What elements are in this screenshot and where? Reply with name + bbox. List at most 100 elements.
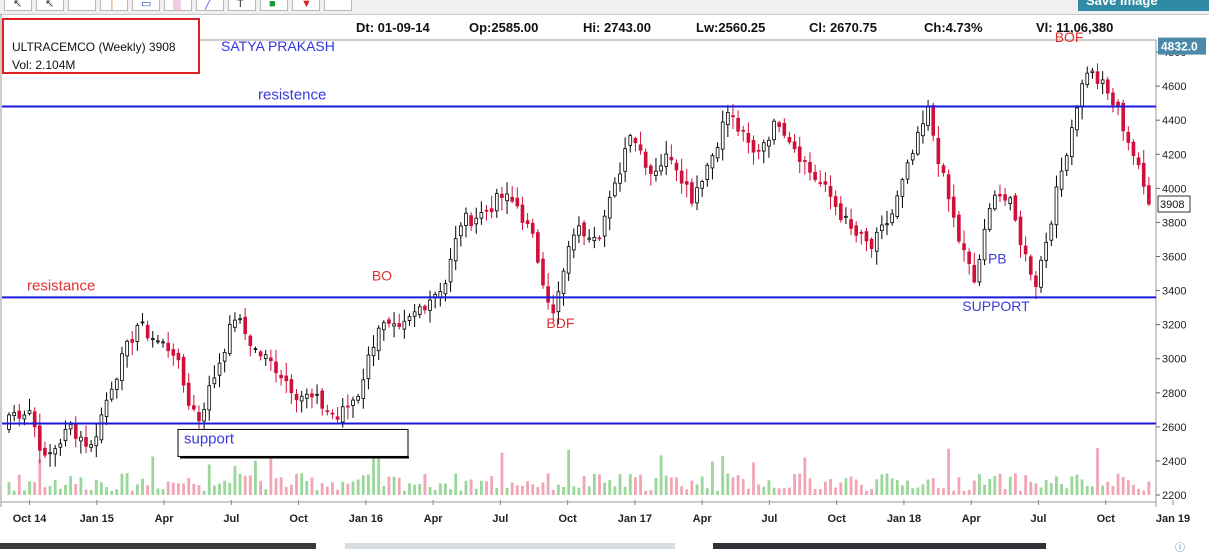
candle-body xyxy=(782,122,787,136)
candle xyxy=(392,312,396,338)
volume-bar xyxy=(474,488,478,495)
candle xyxy=(361,368,366,409)
toolbar-pencil-line-button[interactable]: ↖ xyxy=(36,0,64,11)
candle-body xyxy=(859,231,864,234)
volume-bar xyxy=(685,489,689,495)
volume-bar xyxy=(94,479,98,495)
candle xyxy=(37,413,42,464)
candle xyxy=(79,430,83,454)
candle-body xyxy=(1044,241,1048,261)
candle xyxy=(1136,152,1141,170)
toolbar-draw-line-button[interactable]: ╱ xyxy=(196,0,224,11)
candle xyxy=(304,388,309,409)
candle-body xyxy=(690,182,694,204)
candle xyxy=(346,394,350,420)
toolbar-horizontal-line-button[interactable]: │ xyxy=(100,0,128,11)
drawing-toolbar: ↖ ↖ │ ▭ ▒ ╱ T ■ ▼ xyxy=(0,0,1209,15)
candle-body xyxy=(556,291,561,313)
toolbar-rectangle-button[interactable]: ▭ xyxy=(132,0,160,11)
candle xyxy=(628,133,633,153)
candle xyxy=(592,226,597,249)
candle xyxy=(566,240,571,281)
y-tick-label: 4200 xyxy=(1162,149,1186,161)
candle xyxy=(1013,192,1018,222)
toolbar-bear-tool-button[interactable]: ▼ xyxy=(292,0,320,11)
cursor-icon: ↖ xyxy=(13,0,23,10)
toolbar-cursor-button[interactable]: ↖ xyxy=(4,0,32,11)
volume-bar xyxy=(1070,476,1074,495)
volume-bar xyxy=(839,482,843,495)
volume-bar xyxy=(325,486,329,495)
volume-bar xyxy=(844,478,848,495)
candle-body xyxy=(310,393,314,398)
candle-body xyxy=(972,264,977,283)
volume-bar xyxy=(859,484,863,495)
y-tick-label: 4400 xyxy=(1162,115,1186,127)
volume-bar xyxy=(1024,475,1028,495)
toolbar-text-tool-button[interactable]: T xyxy=(228,0,256,11)
rectangle-icon: ▭ xyxy=(141,0,152,10)
candle-body xyxy=(217,362,222,376)
candle-body xyxy=(438,291,443,298)
save-image-button[interactable]: Save Image xyxy=(1078,0,1209,11)
candle-body xyxy=(37,425,42,451)
candle-body xyxy=(664,153,669,167)
volume-bar xyxy=(598,474,601,495)
volume-bar xyxy=(546,473,550,495)
volume-bar xyxy=(341,481,345,495)
x-tick-label: Jul xyxy=(1031,513,1047,525)
volume-bar xyxy=(1126,480,1130,495)
candle xyxy=(813,164,817,183)
candle-body xyxy=(289,379,294,394)
volume-bar xyxy=(854,479,858,495)
candle-body xyxy=(844,215,848,218)
candle xyxy=(633,136,638,152)
candle xyxy=(315,384,319,405)
candle-body xyxy=(99,414,104,441)
candle-body xyxy=(838,203,843,221)
toolbar-fib-grid-button[interactable]: ▒ xyxy=(164,0,192,11)
toolbar-blank-2-button[interactable] xyxy=(324,0,352,11)
volume-bar xyxy=(192,483,196,495)
volume-bar xyxy=(315,490,319,495)
candle xyxy=(1075,104,1079,137)
x-tick-label: Jan 16 xyxy=(349,513,383,525)
candle-body xyxy=(407,316,412,321)
volume-bar xyxy=(680,486,684,495)
candle xyxy=(387,316,391,328)
candle-body xyxy=(525,220,530,224)
candle xyxy=(756,143,761,160)
volume-bar xyxy=(264,489,268,495)
volume-bar xyxy=(644,490,648,495)
volume-bar xyxy=(916,487,920,495)
toolbar-blank-button[interactable] xyxy=(68,0,96,11)
candle xyxy=(192,394,196,412)
candle xyxy=(197,405,201,432)
candle xyxy=(556,281,561,325)
candle xyxy=(602,209,607,248)
candle xyxy=(366,346,371,390)
candle-body xyxy=(443,283,448,295)
candle xyxy=(654,157,658,182)
candle-body xyxy=(356,395,360,401)
candle xyxy=(115,377,119,399)
volume-bar xyxy=(402,490,406,495)
candle xyxy=(207,375,212,421)
volume-bar xyxy=(202,490,206,495)
candle xyxy=(525,213,530,229)
candle-body xyxy=(571,234,576,251)
candle-body xyxy=(957,214,961,242)
ad-info-icon[interactable]: ⓘ xyxy=(1175,543,1185,554)
candle-body xyxy=(885,223,889,226)
candle-body xyxy=(346,405,350,408)
toolbar-bull-tool-button[interactable]: ■ xyxy=(260,0,288,11)
volume-bar xyxy=(988,478,992,495)
candle-body xyxy=(649,165,653,174)
volume-bar xyxy=(716,490,719,495)
candle xyxy=(715,142,720,163)
candle-body xyxy=(602,215,607,237)
candle-body xyxy=(1059,170,1064,190)
candle xyxy=(161,338,165,348)
volume-bar xyxy=(182,483,185,495)
